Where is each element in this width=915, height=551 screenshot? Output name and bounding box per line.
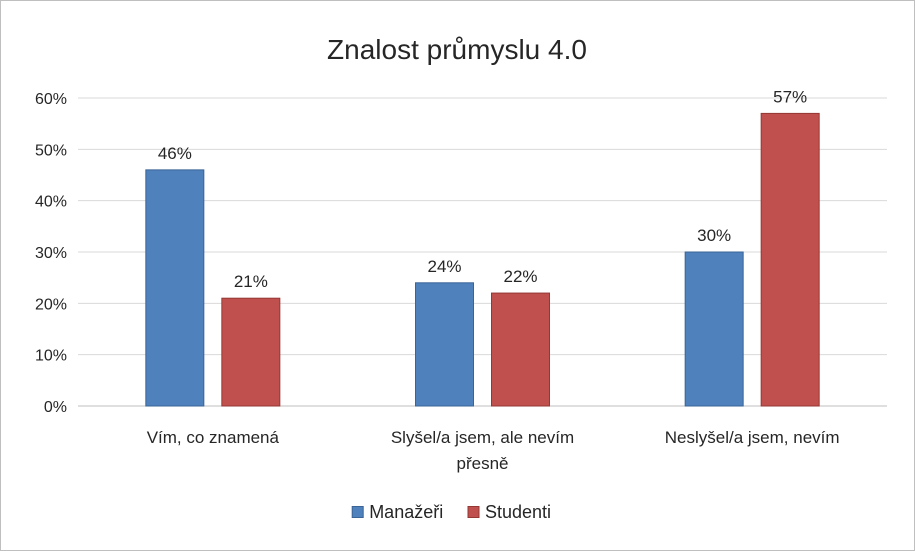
bars (145, 112, 820, 407)
bar (221, 297, 281, 407)
gridlines (78, 97, 887, 356)
y-tick-label: 30% (35, 245, 67, 262)
x-tick-label: Neslyšel/a jsem, nevím (665, 428, 840, 447)
y-tick-label: 60% (35, 91, 67, 108)
legend-swatch (351, 506, 364, 518)
data-label: 22% (503, 267, 537, 286)
data-labels: 46% 21% 24% 22% 30% 57% (158, 87, 807, 291)
data-label: 30% (697, 226, 731, 245)
y-tick-label: 40% (35, 194, 67, 211)
y-tick-label: 10% (35, 348, 67, 365)
x-tick-label: Vím, co znamená (147, 428, 280, 447)
x-tick-label: přesně (457, 454, 509, 473)
chart-title: Znalost průmyslu 4.0 (327, 34, 587, 65)
legend: Manažeři Studenti (351, 502, 551, 522)
bar (760, 112, 820, 407)
x-tick-label: Slyšel/a jsem, ale nevím (391, 428, 574, 447)
data-label: 21% (234, 272, 268, 291)
bar (145, 169, 205, 407)
data-label: 24% (427, 257, 461, 276)
y-tick-label: 50% (35, 142, 67, 159)
bar (684, 251, 744, 407)
y-tick-label: 20% (35, 296, 67, 313)
data-label: 46% (158, 144, 192, 163)
legend-label: Manažeři (369, 502, 443, 522)
bar (415, 282, 474, 407)
bar (491, 292, 550, 407)
data-label: 57% (773, 87, 807, 106)
axes: 0% 10% 20% 30% 40% 50% 60% Vím, co znamená Slyše… (35, 91, 887, 473)
legend-swatch (467, 506, 480, 518)
y-tick-label: 0% (44, 399, 67, 416)
legend-label: Studenti (485, 502, 551, 522)
